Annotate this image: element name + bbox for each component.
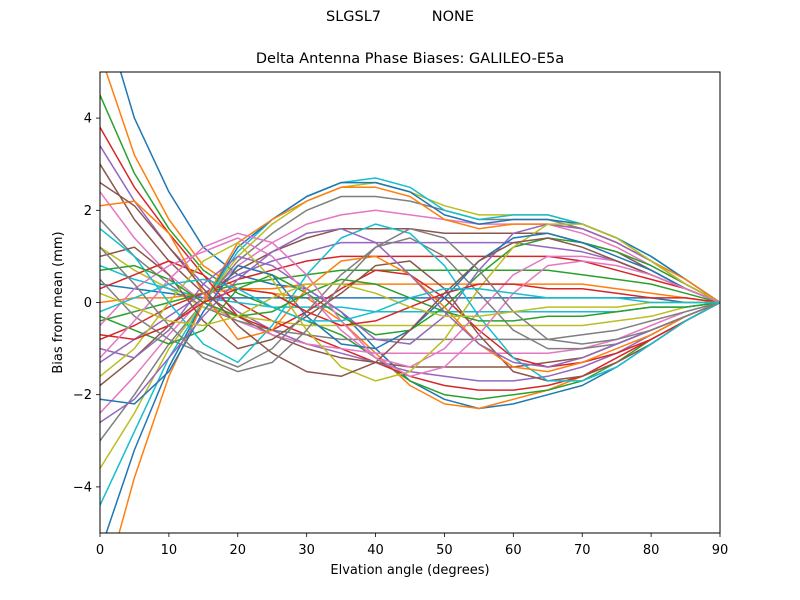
series-line-20 <box>100 177 720 506</box>
x-tick-label: 20 <box>230 543 247 558</box>
y-tick-label: 2 <box>84 204 92 219</box>
series-line-25 <box>100 223 720 359</box>
series-line-9 <box>100 246 720 327</box>
chart-title: Delta Antenna Phase Biases: GALILEO-E5a <box>256 51 564 67</box>
y-tick-label: 4 <box>84 112 92 127</box>
x-tick-label: 80 <box>643 543 660 558</box>
series-line-29 <box>100 223 720 382</box>
x-tick-label: 40 <box>367 543 384 558</box>
series-line-38 <box>100 227 720 373</box>
series-line-17 <box>100 209 720 414</box>
series-line-37 <box>100 232 720 378</box>
x-tick-label: 10 <box>161 543 178 558</box>
x-tick-label: 30 <box>298 543 315 558</box>
series-line-35 <box>100 227 720 424</box>
y-axis: −4 −2 0 2 4 <box>73 112 100 495</box>
series-line-40 <box>100 278 720 322</box>
x-tick-label: 0 <box>96 543 104 558</box>
series-line-22 <box>118 186 720 533</box>
figure-suptitle: SLGSL7 NONE <box>326 9 474 25</box>
x-tick-label: 50 <box>436 543 453 558</box>
x-tick-label: 70 <box>574 543 591 558</box>
x-axis: 0 10 20 30 40 50 60 70 80 90 <box>96 533 728 558</box>
plot-frame <box>99 71 721 534</box>
x-axis-label: Elvation angle (degrees) <box>330 563 489 578</box>
series-line-36 <box>100 181 720 378</box>
series-line-39 <box>100 283 720 327</box>
x-tick-label: 90 <box>712 543 729 558</box>
y-tick-label: 0 <box>84 296 92 311</box>
y-tick-label: −2 <box>73 388 92 403</box>
series-line-32 <box>100 200 720 373</box>
x-tick-label: 60 <box>505 543 522 558</box>
y-axis-label: Bias from mean (mm) <box>51 231 66 373</box>
y-tick-label: −4 <box>73 480 92 495</box>
series-line-30 <box>100 223 720 382</box>
series-layer <box>100 72 720 533</box>
series-line-26 <box>100 246 720 382</box>
